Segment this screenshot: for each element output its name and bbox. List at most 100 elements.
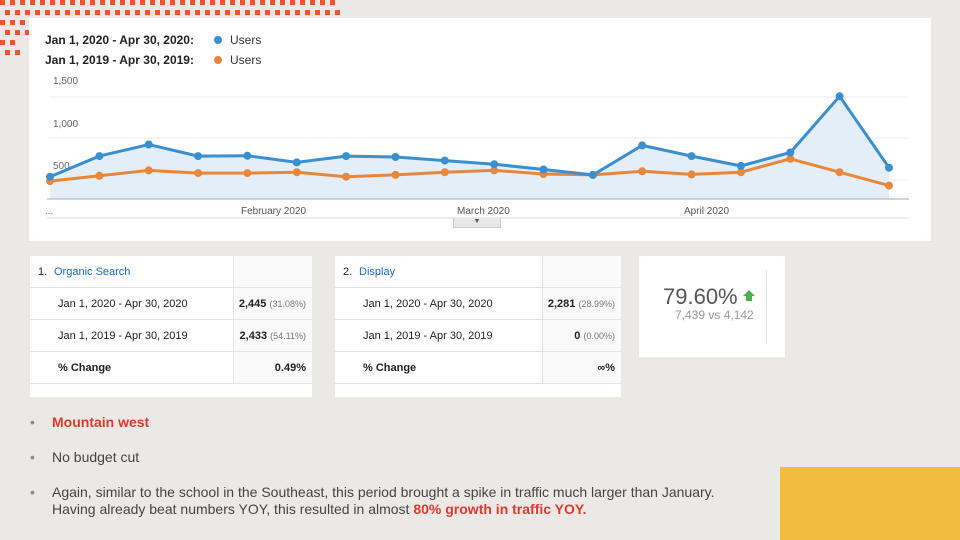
- legend-item: Jan 1, 2020 - Apr 30, 2020: Users: [45, 30, 261, 50]
- x-tick-label: April 2020: [684, 206, 729, 217]
- change-label: % Change: [335, 351, 543, 384]
- pattern-dot: [65, 10, 70, 15]
- data-point[interactable]: [440, 156, 449, 165]
- data-point[interactable]: [835, 168, 844, 177]
- pattern-dot: [115, 10, 120, 15]
- data-point[interactable]: [440, 168, 449, 177]
- data-point[interactable]: [786, 154, 795, 163]
- users-line-chart: 1,500 1,000 500 ... February 2020 March …: [29, 18, 931, 241]
- channel-link[interactable]: Display: [359, 265, 396, 278]
- legend-range-label: Jan 1, 2020 - Apr 30, 2020:: [45, 33, 194, 47]
- data-point[interactable]: [144, 140, 153, 149]
- change-row: % Change ∞%: [335, 351, 621, 384]
- row-value: 2,281: [547, 297, 576, 310]
- data-point[interactable]: [292, 168, 301, 177]
- series-dot-icon: [214, 36, 222, 44]
- pattern-dot: [60, 0, 65, 5]
- chart-expand-handle[interactable]: ▼: [453, 218, 501, 228]
- row-label: Jan 1, 2020 - Apr 30, 2020: [30, 287, 234, 320]
- pattern-dot: [215, 10, 220, 15]
- change-value: ∞%: [542, 351, 621, 384]
- change-value: 0.49%: [233, 351, 312, 384]
- data-point[interactable]: [194, 152, 203, 161]
- kpi-value: 79.60%: [663, 284, 738, 309]
- data-point[interactable]: [638, 141, 647, 150]
- data-point[interactable]: [292, 158, 301, 167]
- pattern-dot: [160, 0, 165, 5]
- decorative-dot-pattern: [0, 0, 340, 55]
- row-label: Jan 1, 2019 - Apr 30, 2019: [335, 319, 543, 352]
- pattern-dot: [335, 10, 340, 15]
- pattern-dot: [310, 0, 315, 5]
- data-point[interactable]: [342, 152, 351, 161]
- pattern-dot: [120, 0, 125, 5]
- data-point[interactable]: [588, 170, 597, 179]
- pattern-dot: [325, 10, 330, 15]
- data-point[interactable]: [736, 168, 745, 177]
- channel-link[interactable]: Organic Search: [54, 265, 131, 278]
- data-point[interactable]: [391, 153, 400, 161]
- data-point[interactable]: [885, 163, 893, 172]
- legend-range-label: Jan 1, 2019 - Apr 30, 2019:: [45, 53, 194, 67]
- change-label: % Change: [30, 351, 234, 384]
- pattern-dot: [20, 0, 25, 5]
- pattern-dot: [0, 0, 5, 5]
- pattern-dot: [15, 30, 20, 35]
- pattern-dot: [20, 20, 25, 25]
- data-point[interactable]: [490, 166, 499, 175]
- y-tick-label: 1,000: [53, 119, 78, 130]
- pattern-dot: [50, 0, 55, 5]
- series-area: [50, 96, 889, 199]
- pattern-dot: [90, 0, 95, 5]
- data-point[interactable]: [243, 151, 252, 160]
- data-point[interactable]: [786, 148, 795, 157]
- data-point[interactable]: [95, 171, 104, 180]
- pattern-dot: [30, 0, 35, 5]
- decorative-gold-block: [780, 467, 960, 540]
- data-point[interactable]: [835, 92, 844, 101]
- x-tick-label: March 2020: [457, 206, 510, 217]
- pattern-dot: [25, 30, 30, 35]
- data-point[interactable]: [243, 169, 252, 178]
- data-point[interactable]: [144, 166, 153, 175]
- data-point[interactable]: [194, 169, 203, 178]
- growth-kpi-card: 79.60% 7,439 vs 4,142: [639, 256, 785, 357]
- pattern-dot: [80, 0, 85, 5]
- data-point[interactable]: [539, 165, 548, 174]
- pattern-dot: [250, 0, 255, 5]
- data-point[interactable]: [95, 152, 104, 161]
- pattern-dot: [0, 40, 5, 45]
- legend-item: Jan 1, 2019 - Apr 30, 2019: Users: [45, 50, 261, 70]
- pattern-dot: [320, 0, 325, 5]
- row-percent: (28.99%): [578, 298, 615, 309]
- up-arrow-icon: [743, 290, 755, 296]
- pattern-dot: [330, 0, 335, 5]
- data-point[interactable]: [342, 172, 351, 181]
- data-point[interactable]: [687, 170, 696, 179]
- caret-down-icon: ▼: [473, 218, 481, 225]
- pattern-dot: [190, 0, 195, 5]
- data-point[interactable]: [391, 170, 400, 179]
- display-table: 2. Display Jan 1, 2020 - Apr 30, 2020 2,2…: [335, 256, 621, 397]
- pattern-dot: [135, 10, 140, 15]
- data-point[interactable]: [490, 160, 499, 169]
- pattern-dot: [150, 0, 155, 5]
- pattern-dot: [75, 10, 80, 15]
- x-tick-label: ...: [45, 206, 53, 217]
- pattern-dot: [200, 0, 205, 5]
- table-header-row: 1. Organic Search: [30, 256, 312, 288]
- data-point[interactable]: [736, 161, 745, 170]
- pattern-dot: [85, 10, 90, 15]
- data-point[interactable]: [687, 152, 696, 161]
- pattern-dot: [15, 10, 20, 15]
- pattern-dot: [0, 20, 5, 25]
- bullet-item: Mountain west: [30, 414, 149, 430]
- data-point[interactable]: [46, 172, 54, 181]
- chart-legend: Jan 1, 2020 - Apr 30, 2020: Users Jan 1,…: [45, 30, 261, 70]
- pattern-dot: [10, 20, 15, 25]
- pattern-dot: [220, 0, 225, 5]
- pattern-dot: [235, 10, 240, 15]
- data-point[interactable]: [638, 167, 647, 176]
- pattern-dot: [5, 30, 10, 35]
- data-point[interactable]: [885, 181, 893, 190]
